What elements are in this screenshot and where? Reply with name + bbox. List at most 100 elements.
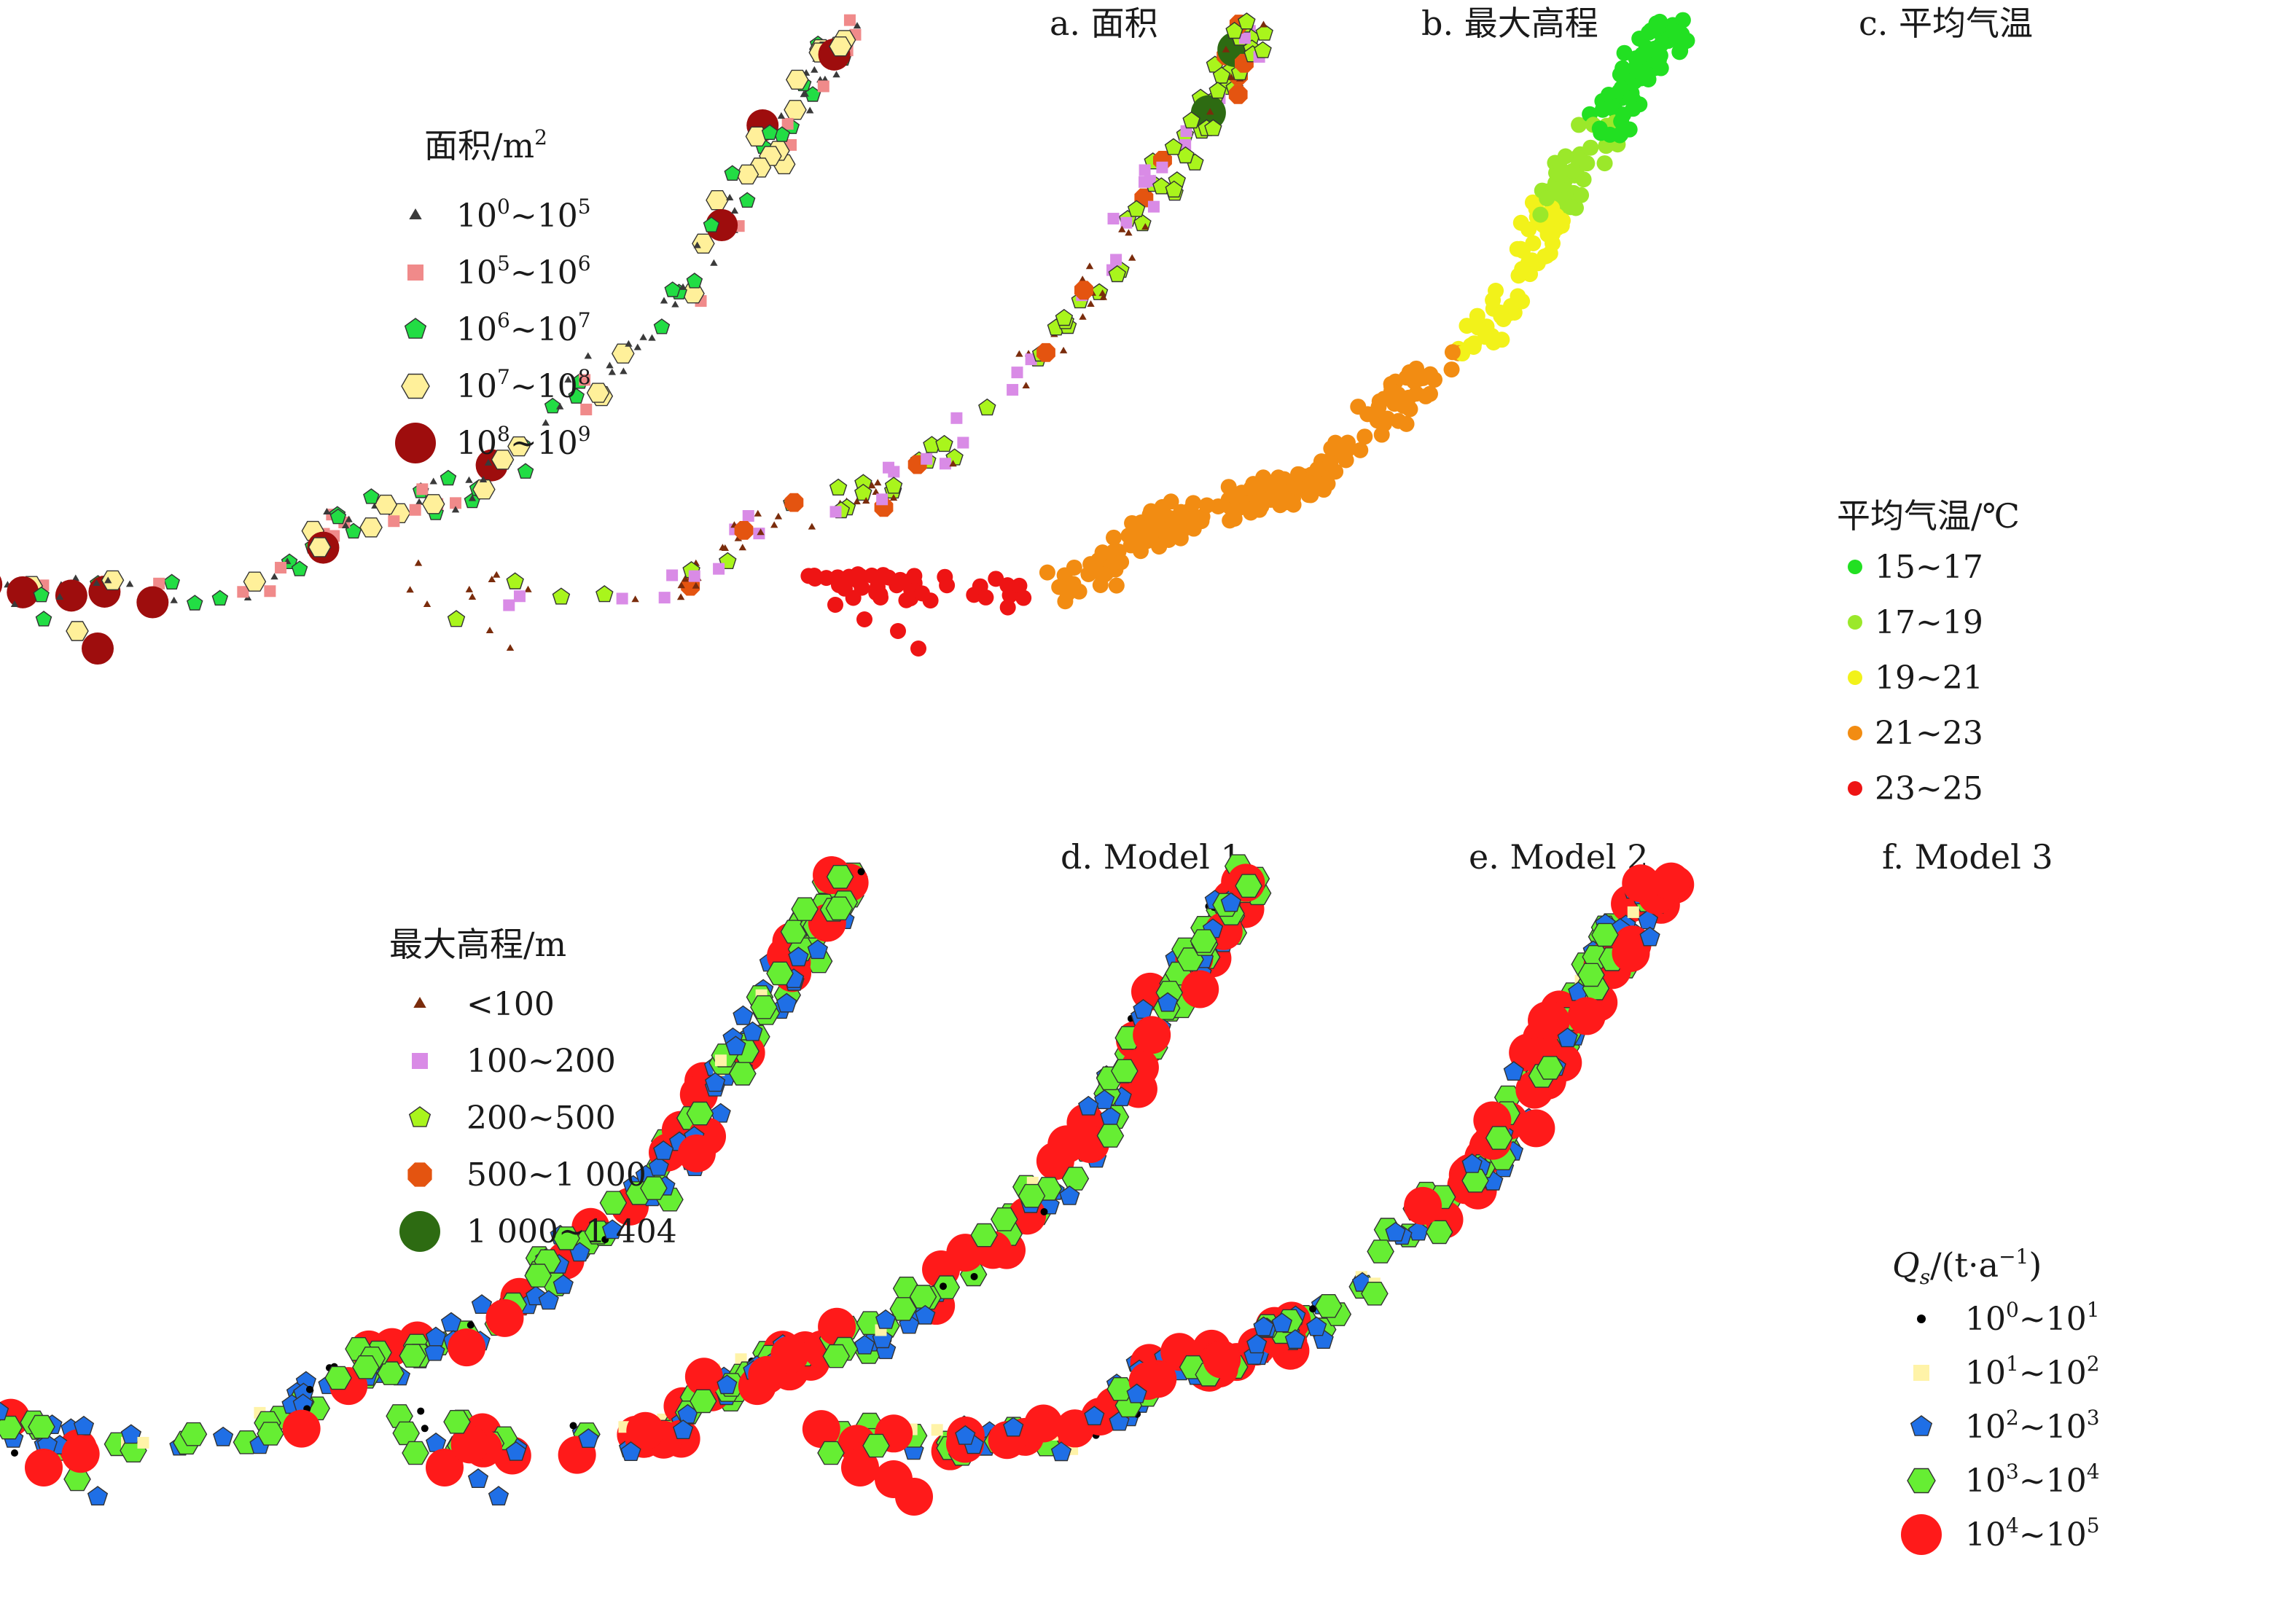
map-f-site: [931, 1424, 943, 1436]
map-c-site: [1039, 564, 1055, 581]
map-c-site: [1596, 155, 1613, 172]
map-b-site: [666, 569, 679, 581]
map-c-site: [910, 641, 926, 657]
map-b-site: [552, 587, 571, 605]
legend-elev-symbol-2: [408, 1106, 432, 1127]
map-f-site: [1652, 862, 1690, 901]
map-a-site: [542, 419, 550, 426]
map-d-site: [648, 1156, 669, 1176]
legend-temp-symbol-0: [1848, 560, 1862, 574]
map-a-site: [724, 165, 741, 181]
map-c-site: [864, 567, 880, 584]
map-e-site: [854, 1334, 875, 1355]
map-d-site: [120, 1424, 142, 1444]
map-f-site: [1314, 1293, 1343, 1318]
map-f-site: [1050, 1441, 1072, 1462]
legend-elev-title: 最大高程/m: [389, 925, 566, 964]
map-a-site: [71, 574, 79, 581]
panel-title-a: a. 面积: [1050, 4, 1158, 43]
legend-qs-symbol-4: [1901, 1514, 1942, 1555]
map-a-site: [153, 577, 165, 589]
map-b-site: [1165, 180, 1183, 197]
legend-area-label-3: 107~108: [456, 365, 591, 405]
map-c-site: [1493, 308, 1510, 324]
map-a-site: [706, 208, 738, 241]
legend-mean-temperature: 平均气温/℃ 15~17 17~19 19~21 21~23 23~25: [1837, 496, 2020, 807]
map-b-site: [1015, 350, 1023, 357]
legend-qs-symbol-1: [1913, 1365, 1929, 1381]
map-b-site: [721, 544, 729, 551]
map-c-site: [1443, 361, 1460, 378]
map-c-site: [1628, 62, 1645, 79]
map-a-site: [556, 402, 564, 410]
map-f-site: [1361, 1281, 1389, 1306]
map-b-site: [1141, 223, 1149, 230]
map-d-site: [282, 1409, 321, 1448]
map-a-site: [211, 589, 229, 606]
legend-temp-symbol-1: [1848, 615, 1862, 630]
map-b-site: [1164, 138, 1183, 155]
map-b-site: [681, 575, 690, 582]
map-f-site: [1485, 1126, 1513, 1150]
map-b-site: [1152, 177, 1171, 195]
map-a-site: [735, 164, 760, 185]
map-f-site: [1024, 1404, 1063, 1443]
map-f-site: [1639, 926, 1660, 947]
map-b-site: [1036, 342, 1055, 362]
map-b-site: [1108, 265, 1127, 283]
legend-qs-label-2: 102~103: [1965, 1406, 2100, 1446]
legend-area-label-0: 100~105: [456, 195, 591, 235]
map-d-site: [776, 992, 797, 1013]
map-b-site: [1055, 308, 1074, 326]
map-b-site: [1179, 138, 1192, 151]
legend-temp-label-0: 15~17: [1875, 549, 1983, 586]
map-e-site: [684, 1358, 723, 1396]
map-a-site: [785, 69, 809, 90]
map-d-site: [677, 1134, 716, 1172]
map-e-site: [505, 1441, 527, 1461]
panel-title-b: b. 最大高程: [1421, 4, 1598, 43]
map-b-site: [423, 600, 432, 607]
map-b-site: [1079, 313, 1087, 320]
map-f-site: [1306, 1316, 1327, 1336]
map-a-site: [586, 383, 610, 403]
map-e-site: [1059, 1185, 1080, 1205]
map-f-site: [802, 1410, 840, 1449]
map-a-site: [237, 586, 249, 598]
legend-area-label-1: 105~106: [456, 251, 591, 291]
legend-area-label-2: 106~107: [456, 308, 591, 348]
map-c-site: [1158, 526, 1175, 543]
map-f-site: [875, 1460, 913, 1498]
map-a-site: [625, 340, 633, 347]
map-c-site: [827, 597, 843, 613]
map-a-site: [580, 403, 593, 415]
map-panel-e-model-2: [386, 854, 1272, 1506]
map-d-site: [137, 1436, 149, 1449]
map-b-site: [872, 488, 880, 495]
map-c-site: [836, 576, 853, 593]
map-c-site: [1477, 329, 1493, 345]
map-c-site: [1582, 139, 1599, 156]
map-b-site: [921, 453, 933, 465]
map-b-site: [506, 644, 515, 651]
legend-temp-symbol-4: [1848, 781, 1862, 796]
map-a-site: [479, 476, 488, 482]
map-b-site: [742, 510, 754, 522]
map-a-site: [0, 576, 3, 593]
map-f-site: [1126, 1383, 1147, 1403]
map-b-site: [1125, 229, 1133, 236]
map-b-site: [1208, 82, 1227, 99]
map-c-site: [1113, 554, 1130, 571]
map-b-site: [488, 576, 496, 582]
map-b-site: [784, 493, 804, 512]
map-c-site: [1106, 529, 1122, 546]
map-e-site: [990, 1207, 1018, 1231]
map-d-site: [791, 897, 819, 921]
map-a-site: [416, 483, 429, 495]
map-c-site: [818, 570, 835, 587]
map-b-site: [1085, 262, 1094, 270]
map-b-site: [1087, 300, 1095, 307]
map-c-site: [1222, 512, 1238, 529]
map-c-site: [872, 589, 889, 606]
